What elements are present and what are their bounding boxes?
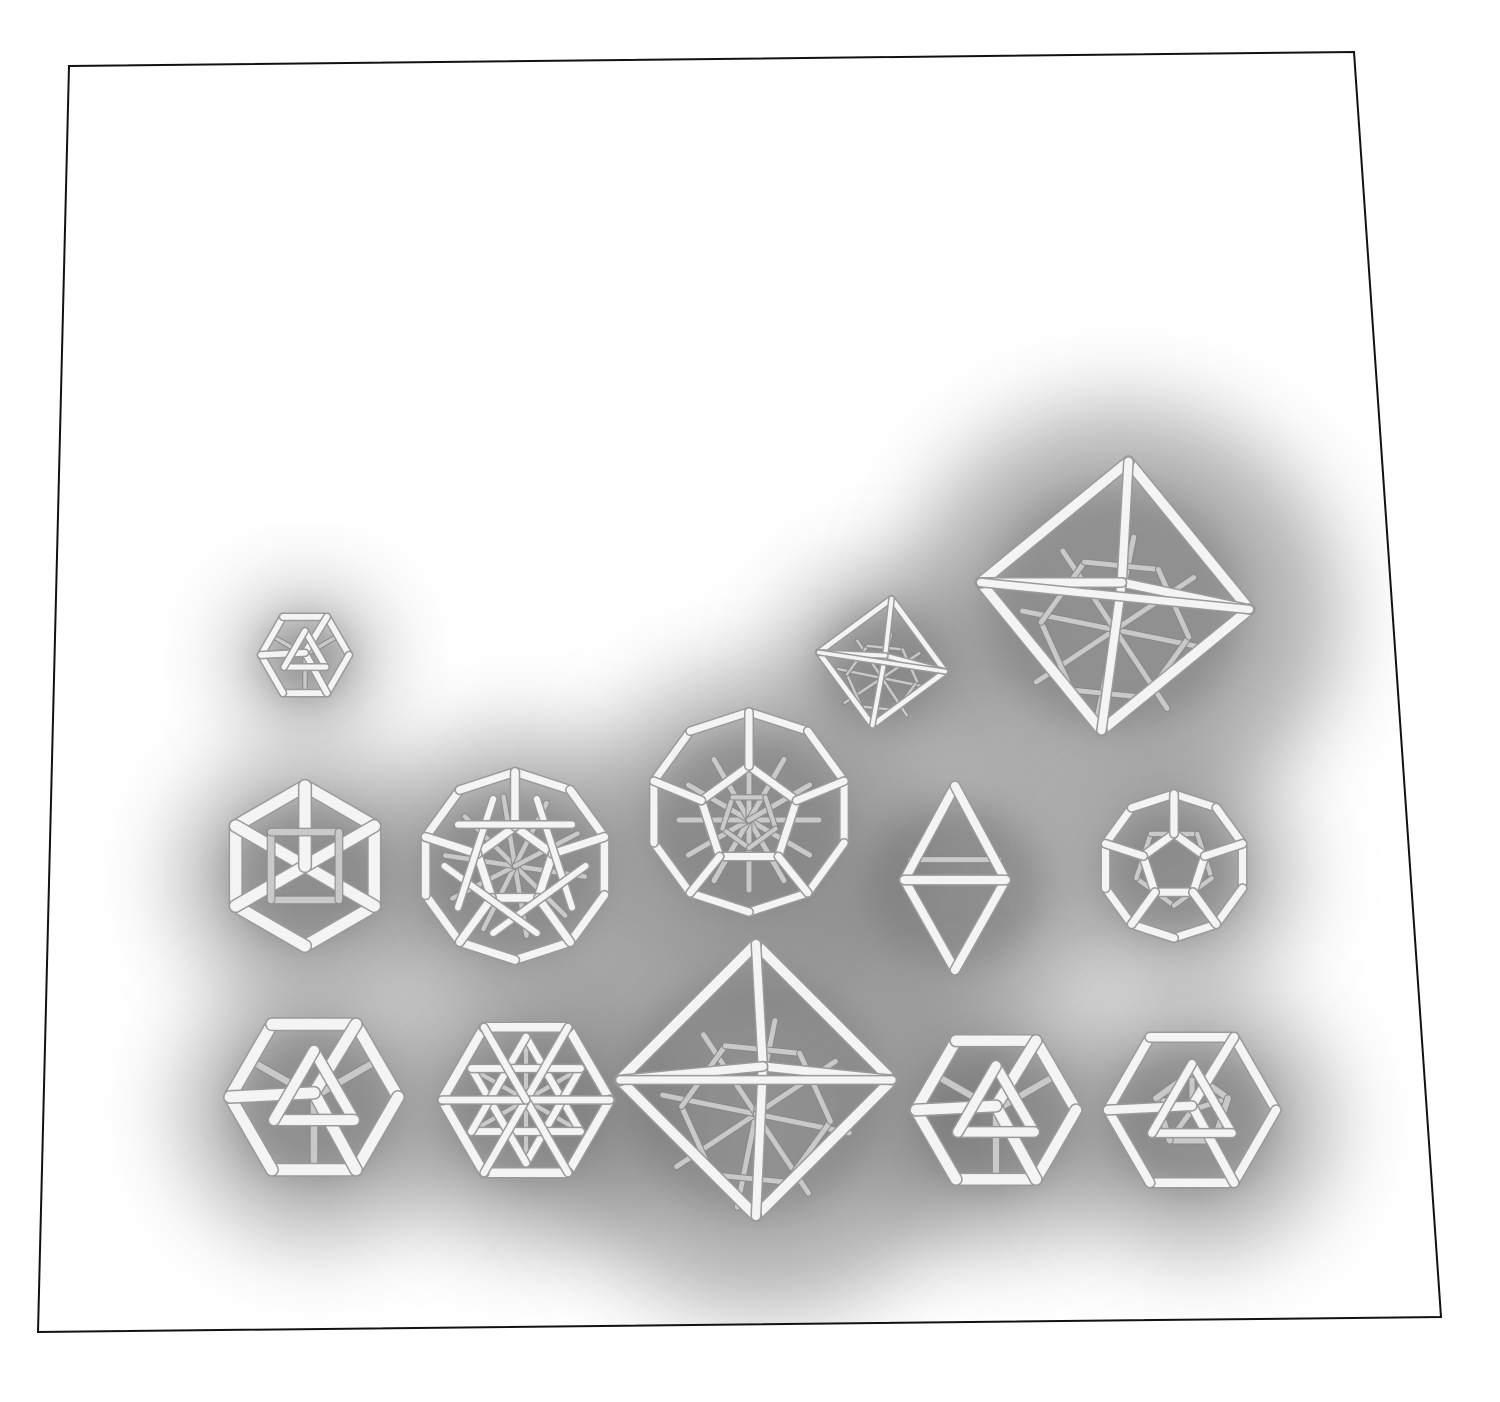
- board-outline: [36, 50, 1443, 1334]
- dodecahedron-nested-frame: [648, 707, 850, 917]
- cuboctahedron-frame: [228, 778, 382, 954]
- octahedron-frame: [898, 780, 1012, 976]
- icosahedron-dodecahedron-compound-frame-contact-shadow: [1112, 1042, 1272, 1194]
- icosahedron-frame-right: [909, 1034, 1083, 1186]
- icosidodecahedron-frame: [420, 766, 610, 966]
- dodecahedron-frame: [1100, 788, 1248, 944]
- small-octahedron-frame: [814, 594, 950, 730]
- octahedron-frame-contact-shadow: [867, 804, 1043, 970]
- polyhedra-group: [223, 455, 1282, 1223]
- icosahedron-frame: [223, 1017, 405, 1177]
- small-icosahedron-frame: [256, 612, 354, 698]
- icosahedron-dodecahedron-compound-frame: [1102, 1031, 1282, 1189]
- large-octahedron-frame: [974, 455, 1256, 737]
- large-tetrahedral-frame: [613, 937, 899, 1223]
- icosahedron-stellated-frame: [436, 1021, 616, 1179]
